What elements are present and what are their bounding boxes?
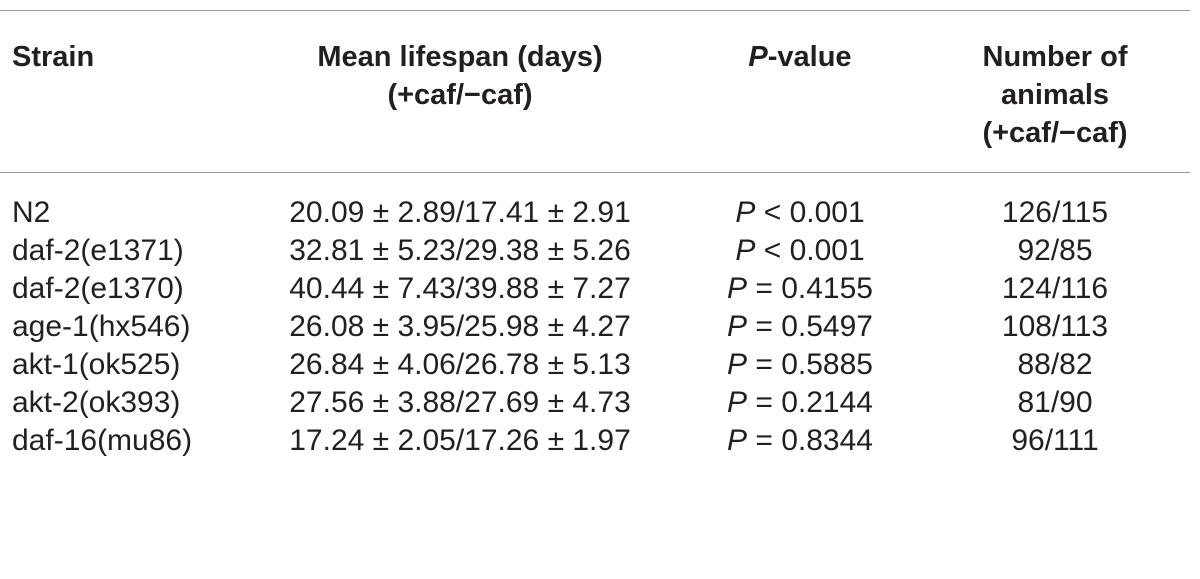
p-symbol: P xyxy=(727,348,748,381)
table-row: N2 20.09 ± 2.89/17.41 ± 2.91 P < 0.001 1… xyxy=(0,173,1190,233)
cell-p-value: P < 0.001 xyxy=(680,173,920,233)
header-row: Strain Mean lifespan (days) (+caf/−caf) … xyxy=(0,10,1190,173)
table-row: age-1(hx546) 26.08 ± 3.95/25.98 ± 4.27 P… xyxy=(0,308,1190,346)
cell-p-value: P = 0.4155 xyxy=(680,270,920,308)
p-symbol: P xyxy=(735,196,756,229)
cell-strain: akt-1(ok525) xyxy=(12,348,181,381)
cell-strain: daf-2(e1370) xyxy=(12,272,184,305)
cell-mean-lifespan: 17.24 ± 2.05/17.26 ± 1.97 xyxy=(289,424,631,457)
cell-p-value: P = 0.2144 xyxy=(680,384,920,422)
header-pvalue-rest: -value xyxy=(767,41,852,73)
header-animals-line1: Number of xyxy=(982,41,1128,73)
p-value-text: = 0.2144 xyxy=(747,386,873,419)
p-symbol: P xyxy=(727,272,748,305)
header-pvalue-italic-p: P xyxy=(748,41,768,73)
cell-number-of-animals: 126/115 xyxy=(1001,196,1109,229)
header-animals-line3: (+caf/−caf) xyxy=(982,117,1128,149)
p-value-text: < 0.001 xyxy=(755,234,865,267)
cell-number-of-animals: 108/113 xyxy=(1001,310,1109,343)
cell-strain: daf-16(mu86) xyxy=(12,424,193,457)
header-lifespan-line2: (+caf/−caf) xyxy=(387,79,533,111)
table-row: daf-2(e1371) 32.81 ± 5.23/29.38 ± 5.26 P… xyxy=(0,232,1190,270)
cell-mean-lifespan: 26.84 ± 4.06/26.78 ± 5.13 xyxy=(289,348,631,381)
table-row: daf-2(e1370) 40.44 ± 7.43/39.88 ± 7.27 P… xyxy=(0,270,1190,308)
table-row: daf-16(mu86) 17.24 ± 2.05/17.26 ± 1.97 P… xyxy=(0,422,1190,460)
p-value-text: = 0.5497 xyxy=(747,310,873,343)
cell-strain: akt-2(ok393) xyxy=(12,386,181,419)
cell-strain: N2 xyxy=(12,196,51,229)
cell-number-of-animals: 124/116 xyxy=(1001,272,1109,305)
cell-number-of-animals: 81/90 xyxy=(1017,386,1093,419)
cell-p-value: P < 0.001 xyxy=(680,232,920,270)
header-pvalue-text: P-value xyxy=(680,38,920,76)
cell-strain: daf-2(e1371) xyxy=(12,234,184,267)
cell-mean-lifespan: 32.81 ± 5.23/29.38 ± 5.26 xyxy=(289,234,631,267)
table-body: N2 20.09 ± 2.89/17.41 ± 2.91 P < 0.001 1… xyxy=(0,173,1190,461)
header-number-of-animals: Number of animals (+caf/−caf) xyxy=(920,11,1190,173)
header-animals-line2: animals xyxy=(1001,79,1109,111)
cell-mean-lifespan: 27.56 ± 3.88/27.69 ± 4.73 xyxy=(289,386,631,419)
cell-p-value: P = 0.5885 xyxy=(680,346,920,384)
header-mean-lifespan: Mean lifespan (days) (+caf/−caf) xyxy=(240,11,680,173)
table-row: akt-2(ok393) 27.56 ± 3.88/27.69 ± 4.73 P… xyxy=(0,384,1190,422)
header-strain: Strain xyxy=(0,11,240,173)
p-value-text: = 0.8344 xyxy=(747,424,873,457)
p-value-text: = 0.4155 xyxy=(747,272,873,305)
cell-number-of-animals: 92/85 xyxy=(1017,234,1093,267)
p-symbol: P xyxy=(727,386,748,419)
p-symbol: P xyxy=(735,234,756,267)
p-value-text: = 0.5885 xyxy=(747,348,873,381)
table-header: Strain Mean lifespan (days) (+caf/−caf) … xyxy=(0,10,1190,173)
cell-number-of-animals: 88/82 xyxy=(1017,348,1093,381)
header-lifespan-line1: Mean lifespan (days) xyxy=(317,41,603,73)
cell-number-of-animals: 96/111 xyxy=(1011,424,1099,457)
table-row: akt-1(ok525) 26.84 ± 4.06/26.78 ± 5.13 P… xyxy=(0,346,1190,384)
p-value-text: < 0.001 xyxy=(755,196,865,229)
header-p-value: P-value xyxy=(680,11,920,173)
cell-mean-lifespan: 40.44 ± 7.43/39.88 ± 7.27 xyxy=(289,272,631,305)
header-strain-label: Strain xyxy=(12,41,95,73)
cell-p-value: P = 0.8344 xyxy=(680,422,920,460)
lifespan-table: Strain Mean lifespan (days) (+caf/−caf) … xyxy=(0,10,1190,460)
cell-mean-lifespan: 26.08 ± 3.95/25.98 ± 4.27 xyxy=(289,310,631,343)
cell-mean-lifespan: 20.09 ± 2.89/17.41 ± 2.91 xyxy=(289,196,631,229)
p-symbol: P xyxy=(727,424,748,457)
cell-strain: age-1(hx546) xyxy=(12,310,191,343)
p-symbol: P xyxy=(727,310,748,343)
cell-p-value: P = 0.5497 xyxy=(680,308,920,346)
